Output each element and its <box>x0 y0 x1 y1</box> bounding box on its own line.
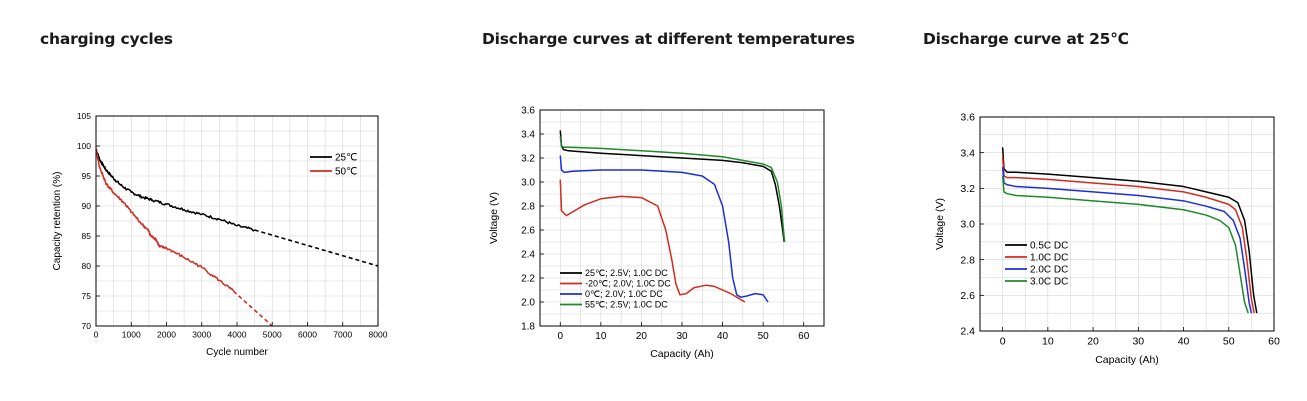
y-tick-label: 3.0 <box>960 219 975 231</box>
legend-label: 50℃ <box>335 167 357 178</box>
y-tick-label: 75 <box>82 291 92 301</box>
x-tick-label: 60 <box>1268 336 1280 348</box>
y-tick-label: 95 <box>82 171 92 181</box>
series-line <box>559 155 769 303</box>
series-line <box>95 148 256 232</box>
x-tick-label: 10 <box>1042 336 1054 348</box>
x-tick-label: 0 <box>94 330 99 340</box>
legend-label: -20℃; 2.0V; 1.0C DC <box>585 279 671 289</box>
series-line <box>1001 156 1255 314</box>
x-tick-label: 40 <box>717 331 729 342</box>
series-line <box>1001 147 1258 314</box>
legend-label: 25℃ <box>335 153 357 164</box>
y-tick-label: 85 <box>82 231 92 241</box>
y-tick-label: 2.8 <box>960 254 975 266</box>
series-line <box>559 179 746 303</box>
y-tick-label: 3.6 <box>960 112 975 124</box>
x-tick-label: 7000 <box>333 330 352 340</box>
plot-frame <box>979 116 1275 332</box>
x-tick-label: 20 <box>636 331 648 342</box>
x-tick-label: 4000 <box>228 330 247 340</box>
y-axis-label: Capacity retention (%) <box>52 172 63 271</box>
y-tick-label: 3.4 <box>960 147 975 159</box>
y-axis-label: Voltage (V) <box>488 192 500 244</box>
x-tick-label: 0 <box>1000 336 1006 348</box>
chart-heading-charging-cycles: charging cycles <box>40 30 173 48</box>
x-tick-label: 6000 <box>298 330 317 340</box>
x-tick-label: 20 <box>1087 336 1099 348</box>
series-line <box>559 130 785 243</box>
x-axis-label: Capacity (Ah) <box>1095 354 1159 366</box>
chart-heading-temperatures: Discharge curves at different temperatur… <box>482 30 855 48</box>
y-tick-label: 2.6 <box>521 226 535 237</box>
series-line <box>254 229 379 267</box>
y-tick-label: 2.8 <box>521 202 535 213</box>
x-axis-label: Capacity (Ah) <box>650 348 714 360</box>
series-line <box>1001 166 1253 314</box>
y-tick-label: 2.6 <box>960 290 975 302</box>
y-tick-label: 3.2 <box>521 154 535 165</box>
x-tick-label: 2000 <box>157 330 176 340</box>
y-tick-label: 3.6 <box>521 106 535 117</box>
plot-frame <box>539 109 825 327</box>
x-tick-label: 50 <box>1223 336 1235 348</box>
chart-heading-rates: Discharge curve at 25℃ <box>923 30 1129 48</box>
x-tick-label: 8000 <box>369 330 388 340</box>
legend-label: 0.5C DC <box>1030 241 1068 252</box>
x-tick-label: 30 <box>1132 336 1144 348</box>
y-tick-label: 2.4 <box>960 326 975 338</box>
y-tick-label: 2.4 <box>521 250 535 261</box>
legend-label: 3.0C DC <box>1030 277 1068 288</box>
y-tick-label: 3.4 <box>521 130 535 141</box>
legend-label: 1.0C DC <box>1030 253 1068 264</box>
series-line <box>95 148 235 292</box>
y-tick-label: 80 <box>82 261 92 271</box>
legend-label: 0℃; 2.0V; 1.0C DC <box>585 289 663 299</box>
x-axis-label: Cycle number <box>206 347 268 358</box>
x-tick-label: 60 <box>798 331 810 342</box>
y-tick-label: 90 <box>82 201 92 211</box>
legend-label: 55℃; 2.5V; 1.0C DC <box>585 300 668 310</box>
y-tick-label: 2.2 <box>521 274 535 285</box>
chart-discharge-rate: 0 10 20 30 40 50 60 2.4 2.6 2.8 3.0 3.2 3.4 3.6 Capaci… <box>934 112 1280 366</box>
legend-label: 2.0C DC <box>1030 265 1068 276</box>
y-tick-label: 1.8 <box>521 322 535 333</box>
y-tick-label: 100 <box>77 141 91 151</box>
y-tick-label: 70 <box>82 321 92 331</box>
y-tick-label: 3.2 <box>960 183 975 195</box>
series-line <box>1001 175 1249 314</box>
x-tick-label: 10 <box>595 331 607 342</box>
series-line <box>559 136 786 243</box>
chart-discharge-temperatures: 0 10 20 30 40 50 60 1.8 2.0 2.2 2.4 2.6 2.8 3.0 3.2 3.4… <box>488 106 825 360</box>
y-tick-label: 3.0 <box>521 178 535 189</box>
x-tick-label: 3000 <box>192 330 211 340</box>
x-tick-label: 5000 <box>263 330 282 340</box>
y-tick-label: 2.0 <box>521 298 535 309</box>
y-axis-label: Voltage (V) <box>934 198 946 250</box>
x-tick-label: 30 <box>676 331 688 342</box>
y-tick-label: 105 <box>77 111 91 121</box>
x-tick-label: 50 <box>758 331 770 342</box>
legend-label: 25℃; 2.5V; 1.0C DC <box>585 268 668 278</box>
x-tick-label: 0 <box>558 331 564 342</box>
series-line <box>232 290 273 327</box>
x-tick-label: 1000 <box>122 330 141 340</box>
x-tick-label: 40 <box>1178 336 1190 348</box>
chart-charging-cycles: 0 1000 2000 3000 4000 5000 6000 7000 8000 70 75 80 8… <box>52 111 388 358</box>
plot-frame <box>95 115 379 327</box>
